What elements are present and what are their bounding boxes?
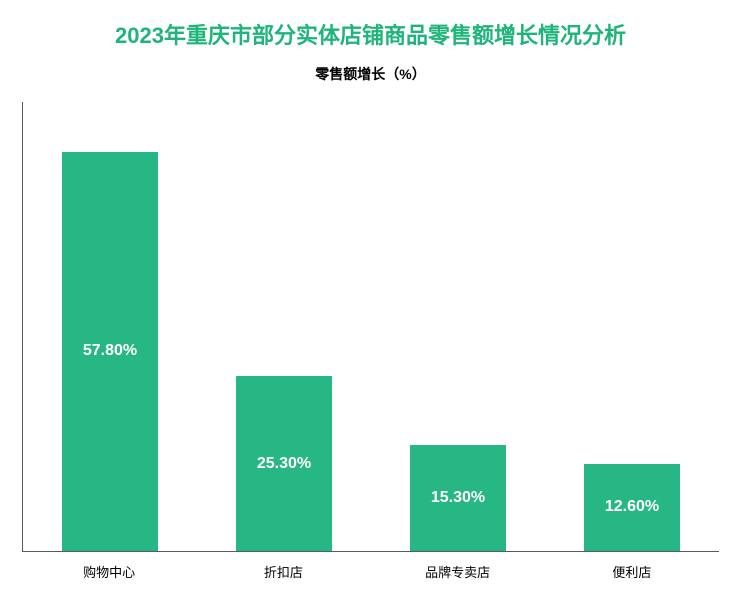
bar-slot: 25.30%: [197, 102, 371, 551]
x-label: 购物中心: [22, 562, 196, 581]
chart-title: 2023年重庆市部分实体店铺商品零售额增长情况分析: [22, 18, 719, 50]
x-axis-labels: 购物中心 折扣店 品牌专卖店 便利店: [22, 562, 719, 581]
bar-value-label: 15.30%: [431, 489, 485, 507]
bars-container: 57.80% 25.30% 15.30% 12.60%: [23, 102, 719, 551]
bar-slot: 15.30%: [371, 102, 545, 551]
bar-value-label: 12.60%: [605, 498, 659, 516]
bar-slot: 12.60%: [545, 102, 719, 551]
x-label: 便利店: [545, 562, 719, 581]
bar-1: 25.30%: [236, 376, 332, 551]
chart-subtitle: 零售额增长（%）: [22, 64, 719, 84]
bar-0: 57.80%: [62, 152, 158, 551]
bar-value-label: 25.30%: [257, 455, 311, 473]
x-label: 品牌专卖店: [371, 562, 545, 581]
chart-plot-area: 57.80% 25.30% 15.30% 12.60%: [22, 102, 719, 552]
bar-2: 15.30%: [410, 445, 506, 551]
bar-3: 12.60%: [584, 464, 680, 551]
x-label: 折扣店: [196, 562, 370, 581]
bar-value-label: 57.80%: [83, 342, 137, 360]
bar-slot: 57.80%: [23, 102, 197, 551]
